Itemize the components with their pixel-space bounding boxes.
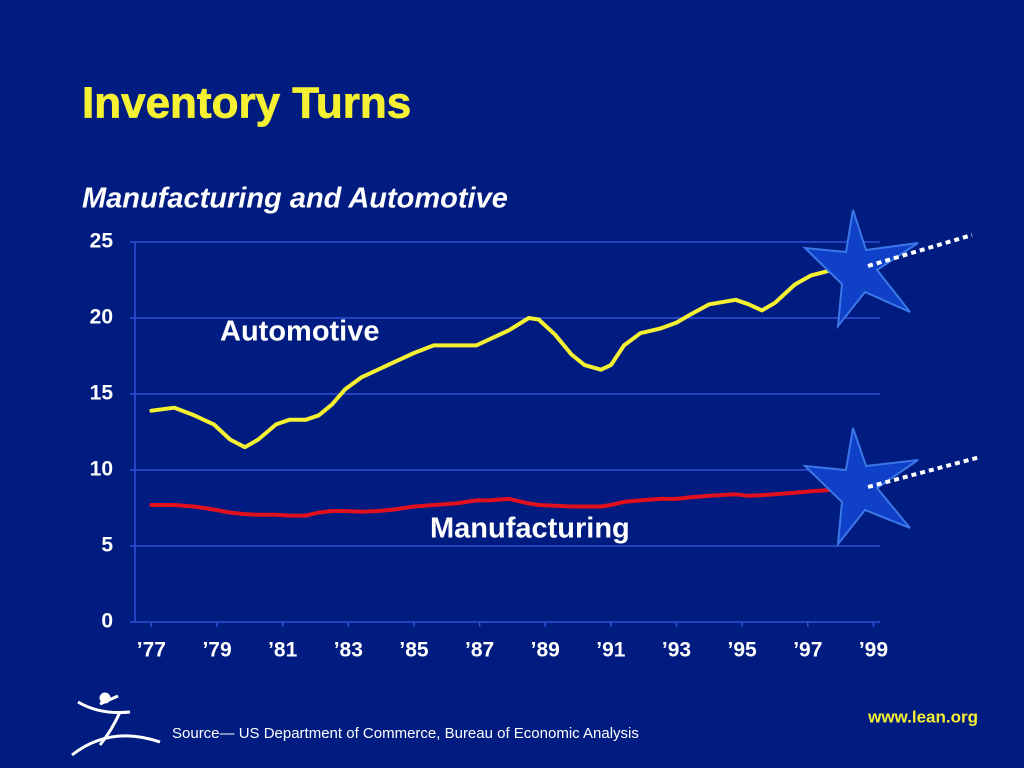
star [802,427,919,548]
x-tick-label: ’97 [793,639,822,662]
annotation: Manufacturing [430,513,630,545]
x-tick-label: ’89 [531,639,560,662]
subtitle: Manufacturing and Automotive [82,183,508,215]
source: Source— US Department of Commerce, Burea… [172,725,639,742]
y-tick-label: 10 [90,458,113,481]
x-tick-label: ’85 [399,639,429,662]
x-tick-label: ’99 [859,639,888,662]
y-tick-label: 25 [90,230,114,253]
logo [71,692,161,757]
x-tick-label: ’87 [465,639,494,662]
projection-line [867,233,973,268]
series-line [149,264,863,450]
x-tick-label: ’79 [202,639,231,662]
x-tick-label: ’77 [137,639,166,662]
series-line [149,486,863,518]
y-tick-label: 0 [101,610,113,633]
x-tick-label: ’91 [596,639,626,662]
y-tick-label: 20 [90,306,113,329]
website: www.lean.org [867,707,978,726]
x-tick-label: ’83 [334,639,363,662]
annotation: Automotive [220,316,380,348]
title: Inventory Turns [82,79,411,128]
x-tick-label: ’95 [728,639,758,662]
y-tick-label: 5 [101,534,113,557]
projection-line [867,455,981,489]
x-tick-label: ’81 [268,639,298,662]
star [802,209,919,330]
plot-area: 0 5 10 15 20 25 ’77 ’79 ’81 ’83 ’85 ’87 ’89 ’91 ’93 ’95… [90,230,888,662]
x-tick-label: ’93 [662,639,691,662]
y-tick-label: 15 [90,382,114,405]
